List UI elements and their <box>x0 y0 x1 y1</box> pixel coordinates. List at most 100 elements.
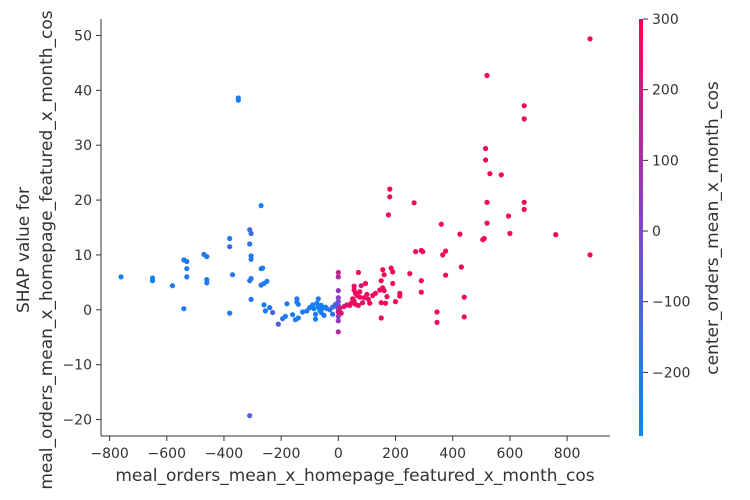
data-point <box>390 280 396 287</box>
data-point <box>258 203 264 209</box>
data-point <box>461 314 467 320</box>
data-point <box>227 244 233 250</box>
data-point <box>335 274 341 280</box>
data-point <box>487 171 493 177</box>
data-point <box>169 283 176 289</box>
x-tick-label: 400 <box>439 446 466 462</box>
colorbar-tick-label: 0 <box>652 224 661 240</box>
data-point <box>385 212 391 218</box>
y-axis-ticks: −20 −10 0 10 20 30 40 50 <box>62 28 101 429</box>
colorbar-tick-label: 100 <box>652 153 679 169</box>
data-point <box>184 274 190 280</box>
data-point <box>335 269 341 276</box>
data-point <box>443 248 449 254</box>
data-point <box>357 289 363 295</box>
data-point <box>184 266 190 272</box>
data-point <box>418 278 424 284</box>
data-point <box>458 264 464 270</box>
data-point <box>387 186 393 192</box>
data-point <box>247 241 253 247</box>
data-point <box>381 272 387 278</box>
data-point <box>521 116 527 122</box>
data-point <box>438 221 444 227</box>
x-tick-label: −800 <box>90 446 128 462</box>
data-point <box>484 72 490 79</box>
data-point <box>264 278 270 284</box>
data-point <box>397 293 403 299</box>
data-point <box>481 235 487 242</box>
data-point <box>484 199 490 205</box>
data-point <box>443 272 449 278</box>
data-point <box>351 283 357 289</box>
colorbar-title: center_orders_mean_x_month_cos <box>703 81 723 375</box>
data-point <box>587 36 593 42</box>
data-point <box>483 157 489 163</box>
data-point <box>390 269 396 275</box>
data-point <box>267 305 273 311</box>
colorbar-ticks: −200 −100 0 100 200 300 <box>643 12 690 381</box>
data-point <box>335 329 341 335</box>
data-point <box>312 311 319 317</box>
data-point <box>407 271 413 277</box>
y-axis-title: SHAP value for meal_orders_mean_x_homepa… <box>14 10 57 489</box>
x-tick-label: 200 <box>382 446 409 462</box>
data-point <box>335 299 341 305</box>
data-point <box>360 300 366 306</box>
data-point <box>355 302 361 308</box>
data-point <box>372 290 379 296</box>
data-point <box>247 413 253 419</box>
x-tick-label: 0 <box>334 446 343 462</box>
data-point <box>382 300 389 306</box>
y-tick-label: 50 <box>74 28 92 44</box>
data-point <box>118 274 124 280</box>
y-tick-label: 20 <box>74 193 92 209</box>
data-point <box>483 145 489 152</box>
y-tick-label: −10 <box>62 358 92 374</box>
colorbar-tick-label: −200 <box>652 365 690 381</box>
y-tick-label: −20 <box>62 413 92 429</box>
data-point <box>380 267 386 273</box>
colorbar-tick-label: 200 <box>652 83 679 99</box>
data-point <box>521 206 527 212</box>
data-point <box>290 312 296 318</box>
data-point <box>507 230 513 237</box>
data-point <box>335 288 341 294</box>
colorbar-tick-label: −100 <box>652 295 690 311</box>
y-tick-label: 30 <box>74 138 92 154</box>
data-point <box>434 309 440 315</box>
data-point <box>229 272 236 278</box>
data-point <box>184 258 190 265</box>
data-point <box>418 289 424 295</box>
data-point <box>204 254 210 260</box>
data-point <box>384 294 390 300</box>
data-point <box>378 300 384 306</box>
data-point <box>312 316 319 322</box>
data-point <box>587 252 593 258</box>
data-point <box>358 283 364 289</box>
data-point <box>357 294 363 300</box>
data-point <box>282 313 288 319</box>
data-point <box>227 235 233 242</box>
data-point <box>235 97 241 103</box>
data-point <box>248 275 254 282</box>
y-tick-label: 40 <box>74 83 92 99</box>
data-point <box>260 265 266 271</box>
data-point <box>270 309 276 316</box>
data-point <box>335 318 341 324</box>
data-point <box>505 213 512 219</box>
data-point <box>227 310 233 316</box>
data-point <box>149 275 156 281</box>
data-point <box>362 280 369 287</box>
data-point <box>262 308 268 314</box>
x-axis-title: meal_orders_mean_x_homepage_featured_x_m… <box>115 466 594 486</box>
data-point <box>261 302 267 308</box>
data-point <box>204 280 210 286</box>
data-point <box>411 200 417 206</box>
x-tick-label: 600 <box>497 446 524 462</box>
data-point <box>300 309 306 315</box>
data-point <box>440 252 446 258</box>
data-point <box>321 312 327 318</box>
data-point <box>181 306 187 312</box>
